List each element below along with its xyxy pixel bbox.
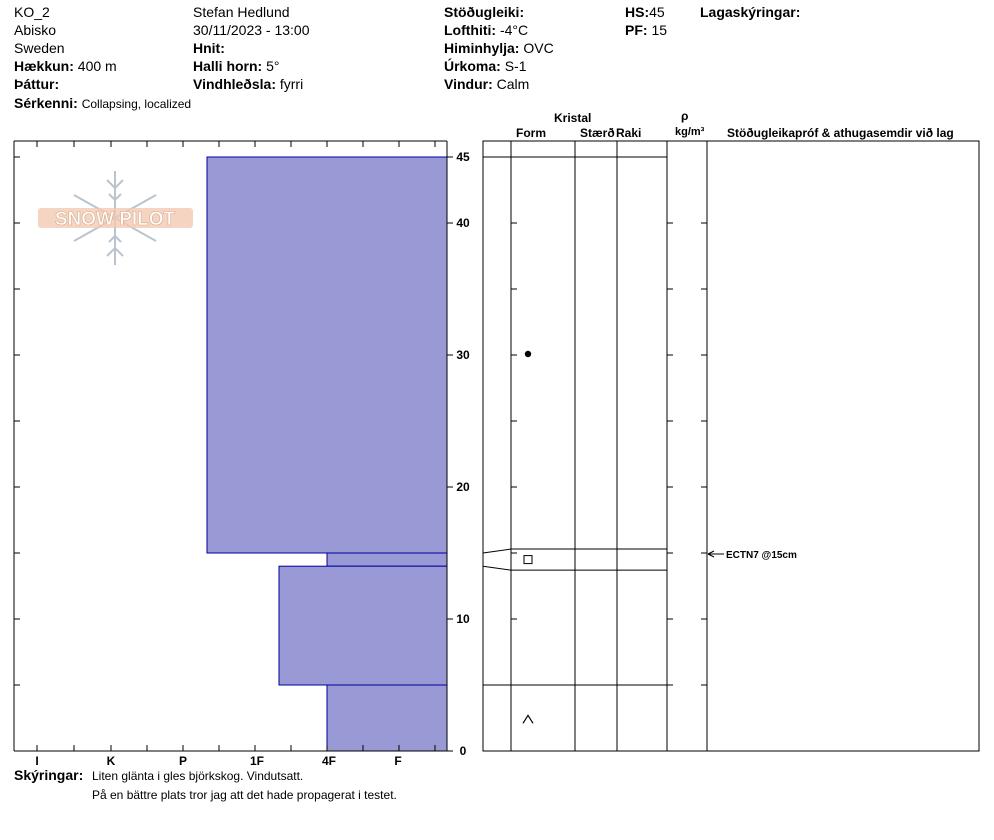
elevation-label: Hækkun: (14, 58, 74, 74)
col-moisture: Raki (616, 126, 642, 140)
site-id: KO_2 (14, 4, 50, 20)
hardness-tick-label: K (107, 754, 116, 768)
stability-field: Stöðugleiki: (444, 4, 524, 20)
precip-field: Úrkoma: S-1 (444, 58, 526, 74)
col-density-unit: kg/m³ (675, 126, 705, 138)
col-rho: ρ (681, 109, 689, 123)
stability-test-arrow-icon (707, 550, 715, 558)
datetime: 30/11/2023 - 13:00 (193, 22, 310, 38)
hardness-layers (206, 156, 448, 752)
grain-symbols (522, 350, 534, 724)
hs-value: 45 (649, 4, 665, 20)
characteristics-label: Sérkenni: (14, 95, 78, 111)
aspect-label: Þáttur: (14, 76, 60, 92)
elevation-field: Hækkun: 400 m (14, 58, 117, 74)
layer-connector-line (482, 548, 512, 554)
wind-field: Vindur: Calm (444, 76, 529, 92)
hardness-tick-label: F (394, 754, 401, 768)
sky-field: Himinhylja: OVC (444, 40, 554, 56)
hs-label: HS: (625, 4, 650, 20)
notes-label: Skýringar: (14, 767, 84, 783)
watermark-text: SNOW PILOT (55, 209, 176, 230)
aspect-field: Þáttur: (14, 76, 59, 92)
slope-value: 5° (266, 58, 280, 74)
precip-value: S-1 (504, 58, 527, 74)
slope-label: Halli horn: (193, 58, 263, 74)
snowpilot-watermark: SNOW PILOT (38, 171, 193, 265)
height-axis: 0 10 20 30 40 45 (447, 150, 470, 758)
height-tick-label: 45 (456, 150, 470, 164)
col-stability-tests: Stöðugleikapróf & athugasemdir við lag (727, 126, 954, 140)
layer-notes-field: Lagaskýringar: (700, 4, 800, 20)
height-tick-label: 30 (456, 348, 470, 362)
hardness-layer-bar (206, 156, 448, 554)
height-tick-label: 0 (460, 744, 467, 758)
wind-loading-field: Vindhleðsla: fyrri (193, 76, 303, 92)
faceted-crystal-icon (523, 555, 533, 565)
pf-value: 15 (651, 22, 668, 38)
layer-notes-label: Lagaskýringar: (700, 4, 801, 20)
characteristics-field: Sérkenni: Collapsing, localized (14, 95, 191, 112)
wind-loading-value: fyrri (279, 76, 304, 92)
depth-hoar-icon (522, 714, 534, 724)
sky-value: OVC (523, 40, 554, 56)
hs-field: HS:45 (625, 4, 665, 20)
wind-value: Calm (496, 76, 530, 92)
hardness-layer-bar (278, 565, 448, 686)
air-temp-field: Lofthiti: -4°C (444, 22, 528, 38)
hardness-tick-label: 4F (322, 754, 336, 768)
hardness-axis-labels: I K P 1F 4F F (35, 754, 401, 768)
layer-connector-line (482, 565, 512, 571)
air-temp-value: -4°C (499, 22, 529, 38)
hardness-layer-bar (326, 552, 448, 567)
observer: Stefan Hedlund (193, 4, 290, 20)
characteristics-value: Collapsing, localized (81, 97, 192, 111)
watermark-banner (38, 208, 193, 228)
stability-label: Stöðugleiki: (444, 4, 525, 20)
notes-line-2: På en bättre plats tror jag att det hade… (92, 788, 397, 802)
col-size: Stærð (580, 126, 615, 140)
col-form: Form (516, 126, 546, 140)
pf-label: PF: (625, 22, 648, 38)
stability-test-marker: ECTN7 @15cm (707, 550, 797, 561)
height-tick-label: 10 (456, 612, 470, 626)
grain-table (482, 140, 980, 752)
hardness-tick-label: I (35, 754, 38, 768)
air-temp-label: Lofthiti: (444, 22, 497, 38)
rounded-grain-icon (524, 350, 532, 358)
elevation-value: 400 m (77, 58, 117, 74)
height-tick-label: 40 (456, 216, 470, 230)
coords-label: Hnit: (193, 40, 225, 56)
height-tick-label: 20 (456, 480, 470, 494)
coords-field: Hnit: (193, 40, 225, 56)
notes-line-1: Liten glänta i gles björkskog. Vindutsat… (92, 769, 304, 783)
hardness-tick-label: P (179, 754, 187, 768)
hardness-tick-label: 1F (250, 754, 264, 768)
wind-label: Vindur: (444, 76, 493, 92)
location: Abisko (14, 22, 57, 38)
precip-label: Úrkoma: (444, 58, 501, 74)
pf-field: PF: 15 (625, 22, 667, 38)
hardness-layer-bar (326, 684, 448, 752)
stability-test-label: ECTN7 @15cm (726, 550, 797, 561)
country: Sweden (14, 40, 65, 56)
hardness-plot-frame (13, 140, 448, 752)
grain-table-frame (482, 140, 980, 752)
slope-field: Halli horn: 5° (193, 58, 280, 74)
wind-loading-label: Vindhleðsla: (193, 76, 276, 92)
sky-label: Himinhylja: (444, 40, 520, 56)
col-crystal: Kristal (554, 111, 592, 125)
